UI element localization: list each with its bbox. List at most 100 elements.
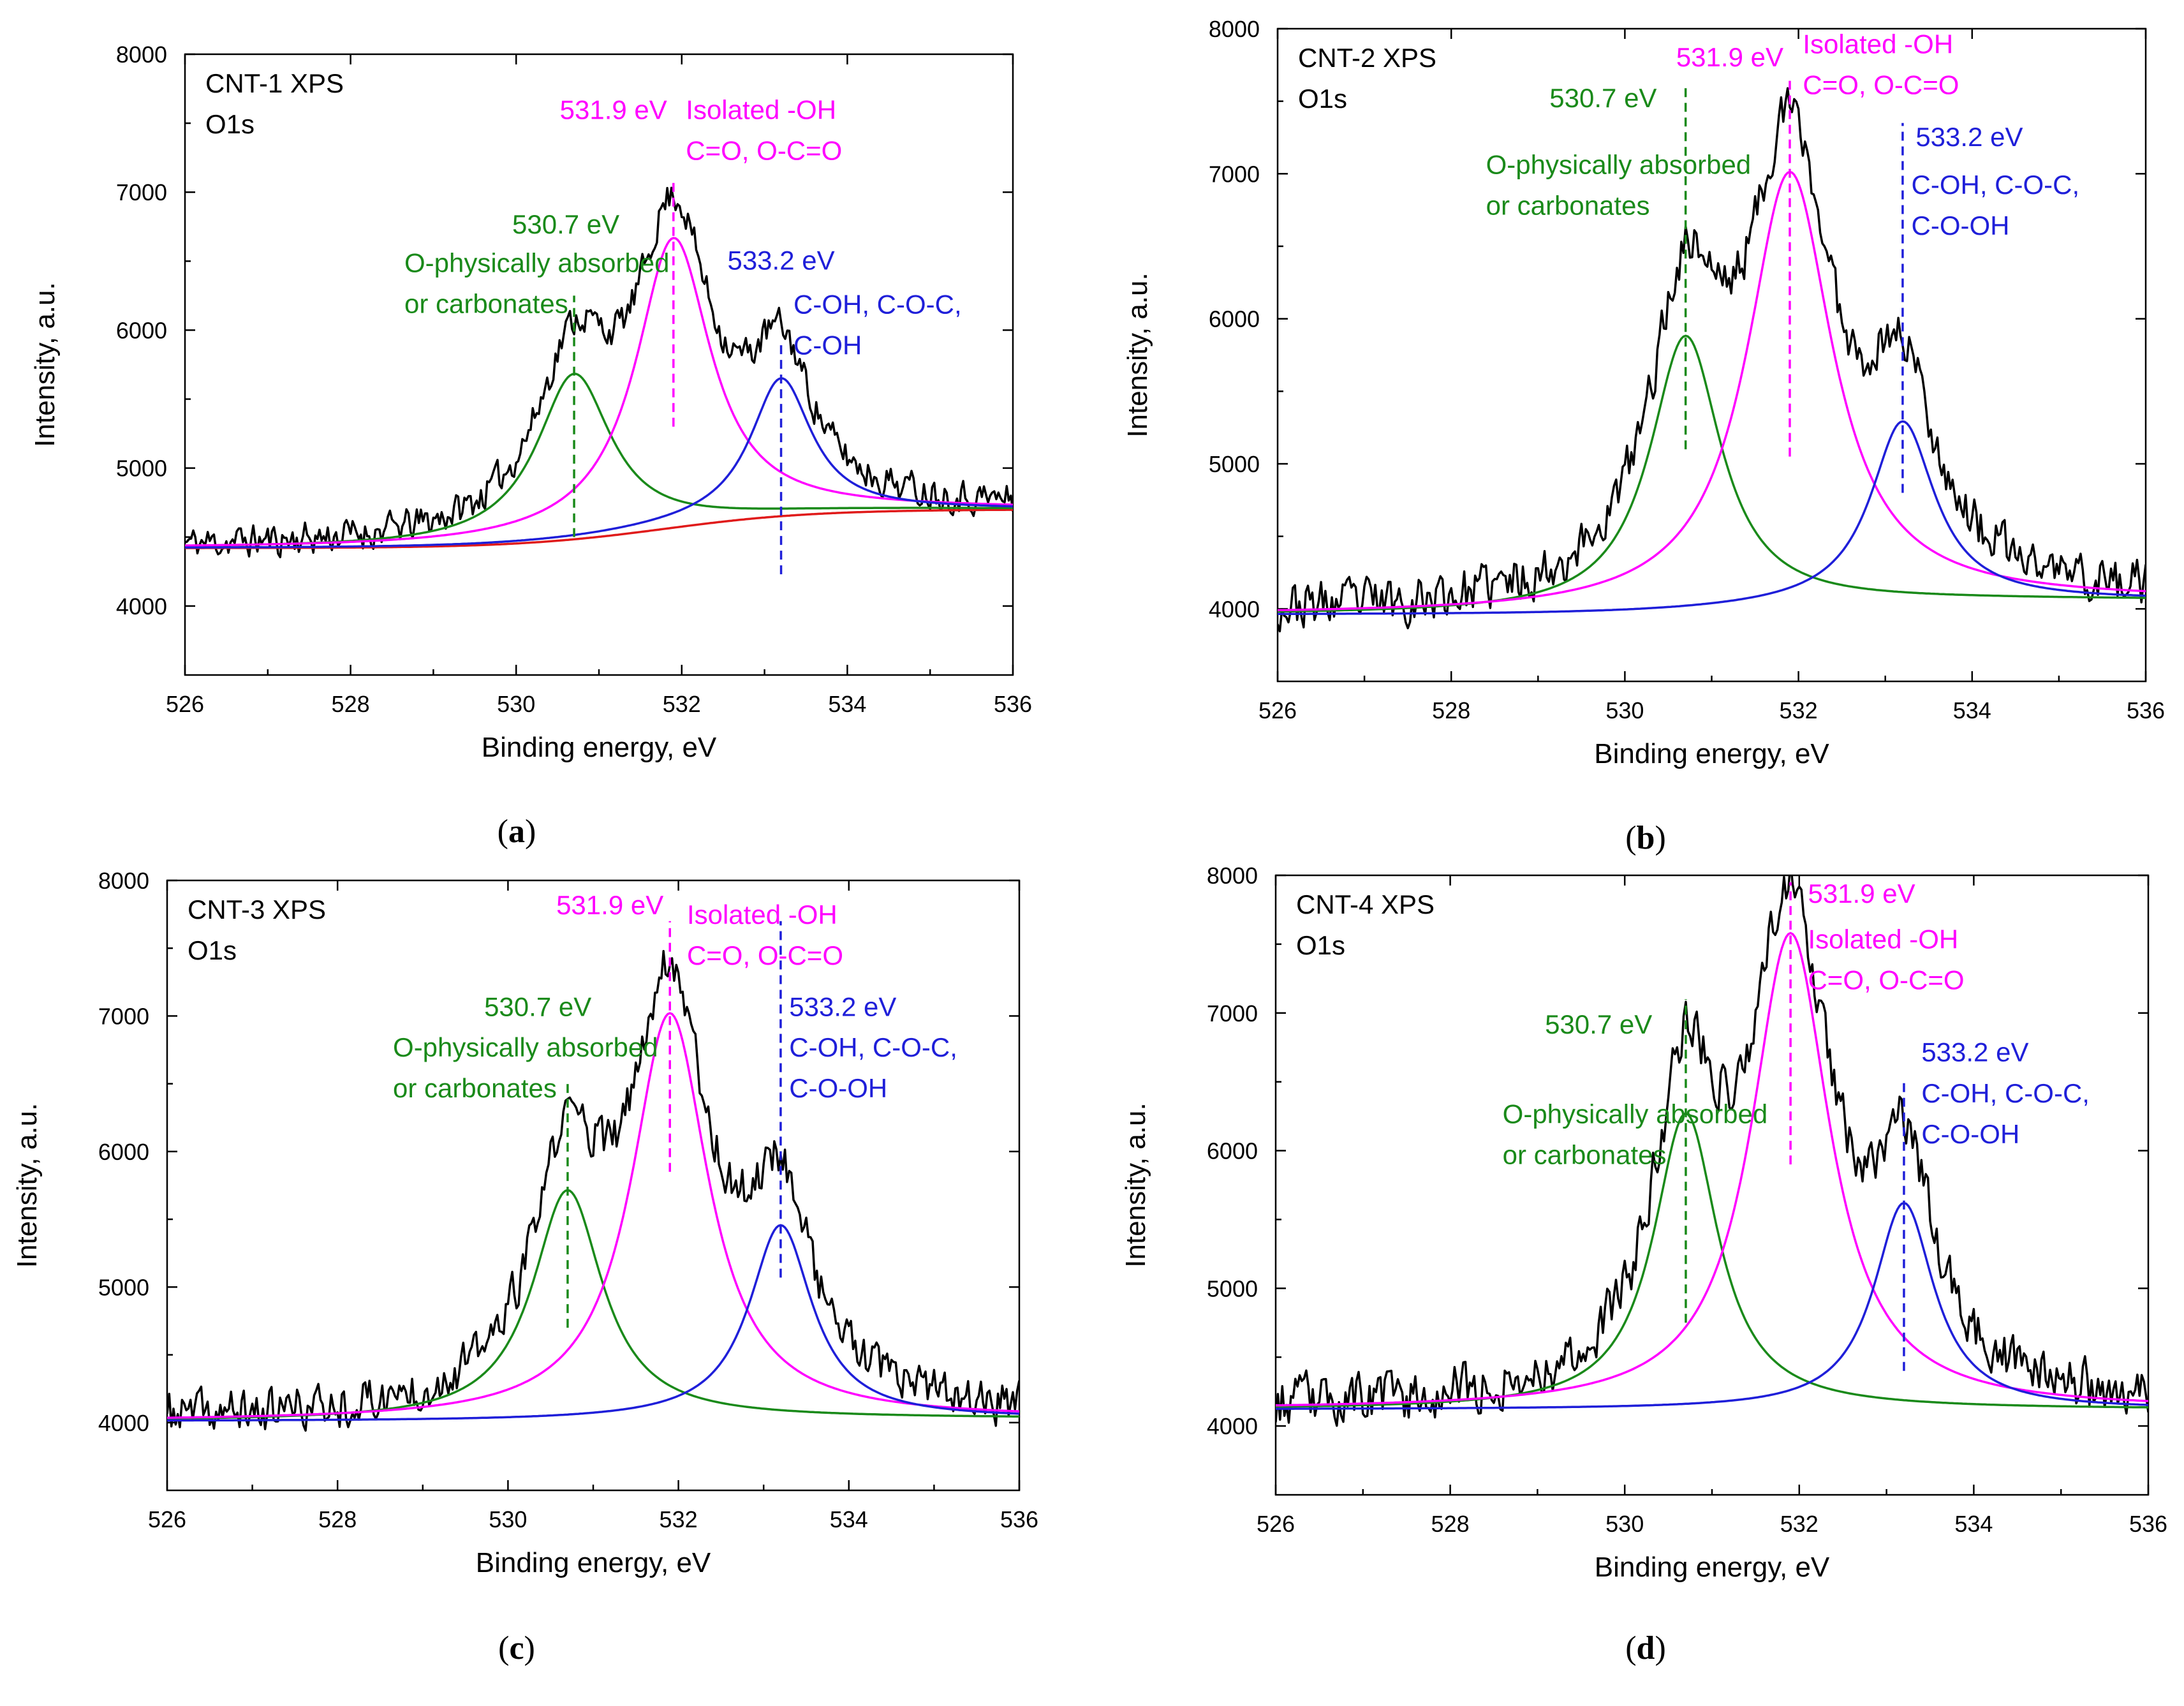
x-axis-label: Binding energy, eV bbox=[1594, 738, 1829, 769]
chart-panel-b: 526 528 530 532 534 536 4000 5000 6000 7000 8000 Bi… bbox=[1122, 16, 2165, 856]
peak-annotation: C-OH, C-O-C, bbox=[1921, 1078, 2090, 1108]
peak-annotation: C=O, O-C=O bbox=[1808, 965, 1964, 995]
peak-annotation: C-O-OH bbox=[1921, 1119, 2019, 1149]
y-axis-label: Intensity, a.u. bbox=[29, 282, 61, 447]
fit-component-line-533.2 bbox=[1276, 1201, 2148, 1410]
y-tick-label: 6000 bbox=[1209, 306, 1260, 332]
plot-frame bbox=[184, 53, 1014, 676]
panel-caption: (c) bbox=[498, 1630, 535, 1666]
peak-annotation: O-physically absorbed bbox=[1503, 1099, 1768, 1129]
y-tick-label: 8000 bbox=[1207, 863, 1258, 889]
peak-annotation: 533.2 eV bbox=[1921, 1037, 2028, 1067]
x-tick-label: 534 bbox=[830, 1506, 868, 1532]
peak-annotation: or carbonates bbox=[404, 289, 568, 319]
x-tick-label: 532 bbox=[1780, 1511, 1819, 1537]
peak-annotation: 531.9 eV bbox=[560, 95, 667, 125]
fit-component-line-531.9 bbox=[1276, 931, 2148, 1407]
x-tick-label: 528 bbox=[1432, 697, 1470, 723]
x-axis-label: Binding energy, eV bbox=[476, 1547, 711, 1578]
x-tick-label: 534 bbox=[1954, 1511, 1993, 1537]
peak-annotation: C-O-OH bbox=[789, 1073, 887, 1103]
x-tick-label: 536 bbox=[2129, 1511, 2167, 1537]
chart-panel-c: 526 528 530 532 534 536 4000 5000 6000 7000 8000 Bi… bbox=[11, 868, 1038, 1666]
x-tick-label: 532 bbox=[1780, 697, 1818, 723]
curves-group bbox=[167, 950, 1019, 1432]
y-tick-label: 6000 bbox=[116, 317, 167, 343]
experimental-spectrum-line bbox=[1278, 87, 2146, 633]
peak-annotation: C-OH bbox=[793, 330, 862, 360]
peak-annotation: C-O-OH bbox=[1912, 211, 2010, 241]
peak-annotation: 530.7 eV bbox=[1549, 83, 1656, 113]
chart-panel-d: 526 528 530 532 534 536 4000 5000 6000 7000 8000 Bi… bbox=[1120, 863, 2167, 1666]
x-tick-label: 536 bbox=[994, 691, 1032, 717]
peak-annotation: or carbonates bbox=[1486, 190, 1650, 220]
x-tick-label: 526 bbox=[148, 1506, 186, 1532]
peak-annotation: Isolated -OH bbox=[1803, 29, 1953, 59]
peak-annotation: C-OH, C-O-C, bbox=[789, 1032, 957, 1062]
peak-annotation: 533.2 eV bbox=[789, 991, 896, 1021]
panel-title-line: CNT-3 XPS bbox=[188, 894, 326, 924]
y-tick-label: 4000 bbox=[116, 593, 167, 619]
fit-component-line-533.2 bbox=[167, 1224, 1019, 1422]
peak-annotation: Isolated -OH bbox=[686, 95, 836, 125]
y-tick-label: 8000 bbox=[1209, 16, 1260, 42]
x-tick-label: 528 bbox=[318, 1506, 357, 1532]
x-tick-label: 534 bbox=[828, 691, 866, 717]
x-tick-label: 530 bbox=[1605, 1511, 1644, 1537]
peak-annotation: 533.2 eV bbox=[727, 245, 834, 275]
y-tick-label: 8000 bbox=[98, 868, 149, 894]
panel-title-line: O1s bbox=[205, 109, 255, 139]
y-tick-label: 5000 bbox=[116, 456, 167, 482]
x-tick-label: 526 bbox=[166, 691, 204, 717]
peak-annotation: C=O, O-C=O bbox=[686, 136, 842, 166]
x-axis-label: Binding energy, eV bbox=[1595, 1552, 1830, 1583]
x-tick-label: 526 bbox=[1258, 697, 1297, 723]
y-axis-label: Intensity, a.u. bbox=[11, 1103, 43, 1268]
panel-title-line: CNT-1 XPS bbox=[205, 68, 344, 98]
y-tick-label: 7000 bbox=[1209, 161, 1260, 187]
y-tick-label: 7000 bbox=[116, 179, 167, 205]
panel-title-line: CNT-4 XPS bbox=[1296, 889, 1435, 919]
y-tick-label: 4000 bbox=[1207, 1413, 1258, 1439]
x-tick-label: 528 bbox=[332, 691, 370, 717]
fit-component-line-531.9 bbox=[1278, 170, 2146, 612]
fit-component-line-530.7 bbox=[1276, 1112, 2148, 1409]
x-tick-label: 528 bbox=[1431, 1511, 1470, 1537]
panel-title-line: CNT-2 XPS bbox=[1298, 43, 1436, 73]
fit-component-line-530.7 bbox=[1278, 334, 2146, 613]
peak-annotation: 530.7 eV bbox=[512, 209, 619, 239]
peak-annotation: 531.9 eV bbox=[556, 890, 663, 920]
fit-component-line-533.2 bbox=[185, 377, 1013, 549]
peak-annotation: 530.7 eV bbox=[484, 991, 591, 1021]
x-tick-label: 536 bbox=[1000, 1506, 1038, 1532]
peak-annotation: Isolated -OH bbox=[1808, 924, 1958, 954]
panel-title-line: O1s bbox=[188, 935, 237, 965]
peak-annotation: C=O, O-C=O bbox=[1803, 70, 1959, 100]
curves-group bbox=[1278, 87, 2146, 633]
panel-caption: (d) bbox=[1625, 1630, 1666, 1666]
fit-component-line-531.9 bbox=[185, 237, 1013, 547]
peak-annotation: 531.9 eV bbox=[1808, 879, 1915, 909]
peak-annotation: O-physically absorbed bbox=[404, 248, 670, 278]
x-tick-label: 532 bbox=[660, 1506, 698, 1532]
peak-annotation: C-OH, C-O-C, bbox=[793, 289, 962, 319]
y-tick-label: 6000 bbox=[98, 1139, 149, 1165]
panel-title-line: O1s bbox=[1298, 84, 1347, 114]
peak-annotation: Isolated -OH bbox=[687, 900, 837, 930]
experimental-spectrum-line bbox=[1276, 875, 2148, 1427]
x-tick-label: 530 bbox=[489, 1506, 527, 1532]
chart-panel-a: 526 528 530 532 534 536 4000 5000 6000 7000 8000 Bi… bbox=[29, 41, 1032, 850]
peak-annotation: or carbonates bbox=[1503, 1139, 1667, 1169]
y-tick-label: 7000 bbox=[1207, 1000, 1258, 1027]
x-axis-label: Binding energy, eV bbox=[482, 732, 717, 763]
y-tick-label: 4000 bbox=[98, 1410, 149, 1436]
peak-annotation: 530.7 eV bbox=[1545, 1009, 1652, 1039]
x-tick-label: 536 bbox=[2127, 697, 2165, 723]
peak-annotation: C=O, O-C=O bbox=[687, 940, 843, 970]
peak-annotation: 531.9 eV bbox=[1676, 42, 1783, 72]
x-tick-label: 526 bbox=[1257, 1511, 1295, 1537]
y-tick-label: 5000 bbox=[1209, 451, 1260, 477]
y-tick-label: 5000 bbox=[98, 1274, 149, 1300]
x-tick-label: 534 bbox=[1953, 697, 1991, 723]
